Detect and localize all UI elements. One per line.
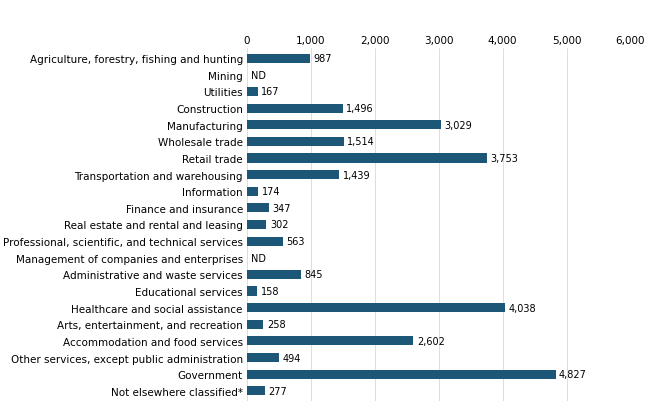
Text: 563: 563: [287, 236, 305, 247]
Bar: [247, 204, 269, 213]
Bar: [247, 137, 344, 146]
Text: 1,496: 1,496: [346, 104, 374, 114]
Bar: [247, 320, 263, 329]
Bar: [247, 220, 266, 229]
Bar: [247, 303, 505, 312]
Text: 3,753: 3,753: [490, 154, 518, 164]
Text: 277: 277: [268, 386, 287, 396]
Text: 4,827: 4,827: [559, 369, 587, 379]
Text: 258: 258: [267, 319, 285, 330]
Text: 987: 987: [313, 54, 332, 64]
Bar: [247, 287, 257, 296]
Bar: [247, 270, 301, 279]
Bar: [247, 171, 339, 180]
Text: 1,514: 1,514: [347, 137, 375, 147]
Text: ND: ND: [250, 253, 265, 263]
Text: 4,038: 4,038: [508, 303, 536, 313]
Bar: [247, 154, 487, 163]
Bar: [247, 237, 283, 246]
Text: 347: 347: [273, 203, 291, 213]
Bar: [247, 88, 257, 97]
Text: 302: 302: [270, 220, 289, 230]
Text: 174: 174: [262, 187, 280, 197]
Bar: [247, 387, 265, 396]
Text: 494: 494: [282, 353, 300, 363]
Bar: [247, 353, 279, 362]
Bar: [247, 54, 310, 63]
Text: 167: 167: [261, 87, 280, 97]
Text: 158: 158: [261, 286, 279, 296]
Text: 3,029: 3,029: [444, 120, 472, 130]
Text: 1,439: 1,439: [343, 170, 370, 180]
Text: 845: 845: [304, 270, 323, 280]
Bar: [247, 104, 343, 113]
Bar: [247, 121, 441, 130]
Bar: [247, 337, 413, 346]
Text: ND: ND: [250, 71, 265, 81]
Bar: [247, 370, 556, 379]
Text: 2,602: 2,602: [417, 336, 445, 346]
Bar: [247, 187, 258, 196]
